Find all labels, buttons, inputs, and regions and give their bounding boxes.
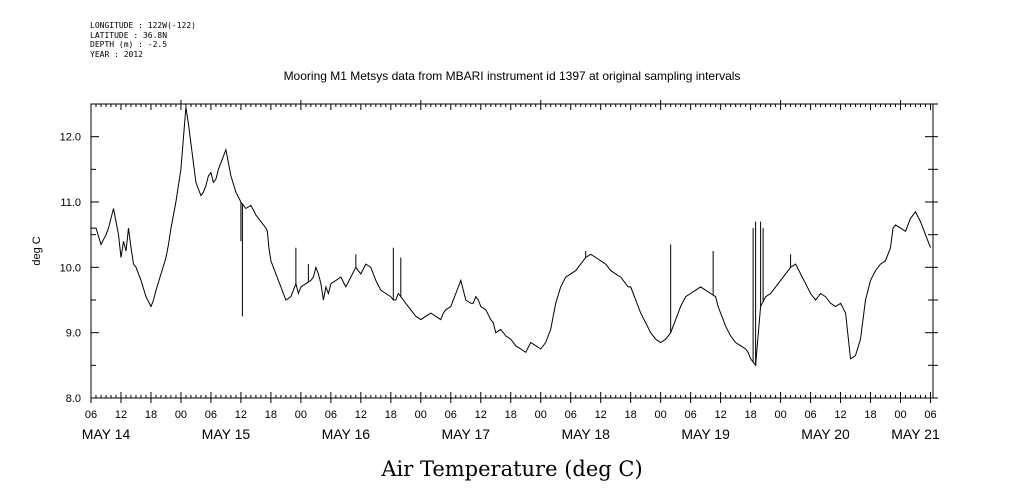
x-tick-label: 12 xyxy=(715,409,727,421)
date-label: MAY 14 xyxy=(82,426,131,442)
plot-frame xyxy=(90,103,934,399)
x-tick-label: 12 xyxy=(475,409,487,421)
x-tick-label: 18 xyxy=(505,409,517,421)
y-tick-label: 9.0 xyxy=(66,328,81,340)
y-tick-label: 10.0 xyxy=(60,262,81,274)
x-tick-label: 00 xyxy=(535,409,547,421)
x-tick-label: 12 xyxy=(355,409,367,421)
x-tick-label: 06 xyxy=(565,409,577,421)
date-label: MAY 18 xyxy=(561,426,610,442)
y-tick-label: 12.0 xyxy=(60,132,81,144)
metadata-block: LONGITUDE : 122W(-122) LATITUDE : 36.8N … xyxy=(90,21,196,59)
date-labels: MAY 14 MAY 15 MAY 16 MAY 17 MAY 18 MAY 19 MAY … xyxy=(82,426,940,442)
date-label: MAY 16 xyxy=(322,426,371,442)
date-label: MAY 21 xyxy=(891,426,940,442)
longitude-label: LONGITUDE : 122W(-122) xyxy=(90,21,196,30)
x-tick-label: 00 xyxy=(295,409,307,421)
x-tick-label: 06 xyxy=(685,409,697,421)
latitude-label: LATITUDE : 36.8N xyxy=(90,30,168,40)
date-label: MAY 15 xyxy=(202,426,251,442)
x-tick-label: 00 xyxy=(655,409,667,421)
date-label: MAY 19 xyxy=(681,426,730,442)
x-tick-label: 18 xyxy=(625,409,637,421)
x-tick-label: 00 xyxy=(774,409,786,421)
x-tick-label: 18 xyxy=(864,409,876,421)
depth-label: DEPTH (m) : -2.5 xyxy=(90,40,168,49)
x-axis-label: Air Temperature (deg C) xyxy=(380,457,642,481)
x-tick-label: 00 xyxy=(175,409,187,421)
x-tick-label: 12 xyxy=(595,409,607,421)
date-label: MAY 17 xyxy=(442,426,491,442)
x-tick-label: 00 xyxy=(415,409,427,421)
x-tick-label: 06 xyxy=(325,409,337,421)
x-tick-label: 18 xyxy=(744,409,756,421)
y-tick-label: 8.0 xyxy=(66,393,81,405)
x-tick-label: 12 xyxy=(115,409,127,421)
chart-title: Mooring M1 Metsys data from MBARI instru… xyxy=(284,69,741,83)
axis-ticks xyxy=(90,100,938,403)
air-temperature-line xyxy=(91,107,931,367)
x-tick-label: 18 xyxy=(385,409,397,421)
x-tick-label: 18 xyxy=(265,409,277,421)
x-tick-label: 18 xyxy=(145,409,157,421)
y-tick-label: 11.0 xyxy=(60,197,81,209)
x-tick-label: 06 xyxy=(445,409,457,421)
spike-marks xyxy=(240,202,792,366)
x-tick-label: 12 xyxy=(235,409,247,421)
y-tick-labels: 8.0 9.0 10.0 11.0 12.0 xyxy=(60,132,81,405)
x-tick-label: 06 xyxy=(205,409,217,421)
year-label: YEAR : 2012 xyxy=(90,49,143,59)
x-tick-label: 12 xyxy=(834,409,846,421)
x-tick-label: 00 xyxy=(894,409,906,421)
x-tick-labels: 06 12 18 00 06 12 18 00 06 12 18 00 06 12 18 00 06 12 18 00… xyxy=(85,409,937,421)
date-label: MAY 20 xyxy=(801,426,850,442)
x-tick-label: 06 xyxy=(85,409,97,421)
x-tick-label: 06 xyxy=(804,409,816,421)
y-axis-label: deg C xyxy=(31,236,43,265)
x-tick-label: 06 xyxy=(924,409,936,421)
